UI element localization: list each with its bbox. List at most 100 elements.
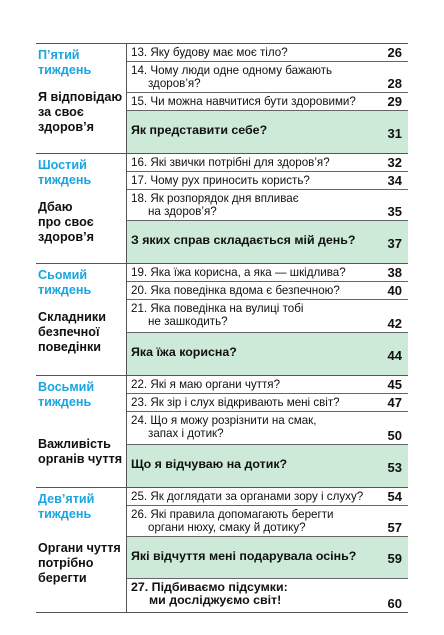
week-topic-line: Дбаю [38,200,73,214]
week-title-line: тиждень [38,283,92,297]
lesson-title-line: 23. Як зір і слух відкривають мені світ? [131,396,340,409]
week-topic-line: поведінки [38,340,102,354]
lesson-row[interactable]: 18. Як розпорядок дня впливає на здоров’я… [127,190,408,221]
lesson-title: 15. Чи можна навчитися бути здоровими? [131,95,372,108]
week-title: Сьомий тиждень [38,268,91,298]
lesson-row[interactable]: 27. Підбиваємо підсумки: ми досліджуємо с… [127,579,408,612]
page-number: 28 [387,76,402,91]
lesson-row[interactable]: 20. Яка поведінка вдома є безпечною? 40 [127,282,408,300]
lesson-title-line: 20. Яка поведінка вдома є безпечною? [131,284,340,297]
week-topic-line: Я відповідаю [38,90,123,104]
week-topic-line: безпечної [38,325,100,339]
lesson-title-line: 18. Як розпорядок дня впливає [131,192,299,205]
lesson-title: Як представити себе? [131,124,372,137]
lesson-title-line: 27. Підбиваємо підсумки: [131,580,288,594]
week-title: Шостий тиждень [38,158,91,188]
lesson-title: 23. Як зір і слух відкривають мені світ? [131,396,372,409]
week-topic: Дбаю про своє здоров’я [38,200,94,245]
lesson-title: 19. Яка їжа корисна, а яка — шкідлива? [131,266,372,279]
page-number: 57 [387,520,402,535]
lesson-title-line: запах і дотик? [148,427,224,440]
lesson-row[interactable]: 19. Яка їжа корисна, а яка — шкідлива? 38 [127,264,408,282]
page-number: 34 [387,173,402,188]
lesson-title-line: Яка їжа корисна? [131,345,237,359]
week-cell: Сьомий тиждень Складники безпечної поведінки [36,264,127,375]
week-title-line: тиждень [38,173,92,187]
lesson-list: 19. Яка їжа корисна, а яка — шкідлива? 38… [127,264,408,375]
lesson-row[interactable]: 17. Чому рух приносить користь? 34 [127,172,408,190]
summary-lesson-row[interactable]: З яких справ складається мій день? 37 [127,221,408,263]
lesson-title: 25. Як доглядати за органами зору і слух… [131,490,372,503]
summary-lesson-row[interactable]: Що я відчуваю на дотик? 53 [127,445,408,487]
lesson-title: З яких справ складається мій день? [131,234,372,247]
lesson-title-line: Що я відчуваю на дотик? [131,457,288,471]
week-topic-line: берегти [38,571,87,585]
week-topic: Я відповідаю за своє здоров’я [38,90,122,135]
lesson-title: Які відчуття мені подарувала осінь? [131,550,372,563]
summary-lesson-row[interactable]: Які відчуття мені подарувала осінь? 59 [127,537,408,579]
summary-lesson-row[interactable]: Яка їжа корисна? 44 [127,333,408,375]
page-number: 44 [387,348,402,363]
lesson-title-line: 25. Як доглядати за органами зору і слух… [131,490,364,503]
lesson-row[interactable]: 15. Чи можна навчитися бути здоровими? 29 [127,93,408,111]
page-number: 60 [387,596,402,611]
lesson-title-line: 13. Яку будову має моє тіло? [131,46,288,59]
week-title-line: тиждень [38,395,92,409]
week-title-line: тиждень [38,63,92,77]
week-block: Дев’ятий тиждень Органи чуття потрібно берег… [36,488,408,613]
week-block: Восьмий тиждень Важливість органів чуття 22.… [36,376,408,488]
lesson-title: 16. Які звички потрібні для здоров’я? [131,156,372,169]
lesson-title-line: здоров’я? [148,77,201,90]
week-title: П’ятий тиждень [38,48,91,78]
page-number: 54 [387,489,402,504]
week-title: Восьмий тиждень [38,380,94,410]
week-cell: Дев’ятий тиждень Органи чуття потрібно берег… [36,488,127,612]
page-number: 37 [387,236,402,251]
lesson-title-line: ми досліджуємо світ! [149,593,282,607]
week-block: Сьомий тиждень Складники безпечної поведінки… [36,264,408,376]
lesson-list: 25. Як доглядати за органами зору і слух… [127,488,408,612]
lesson-title: 24. Що я можу розрізнити на смак, запах і… [131,414,372,440]
week-block: П’ятий тиждень Я відповідаю за своє здоров’я… [36,43,408,154]
lesson-row[interactable]: 24. Що я можу розрізнити на смак, запах і… [127,412,408,445]
lesson-title: 20. Яка поведінка вдома є безпечною? [131,284,372,297]
week-topic-line: потрібно [38,556,94,570]
lesson-row[interactable]: 22. Які я маю органи чуття? 45 [127,376,408,394]
page-number: 38 [387,265,402,280]
lesson-title-line: 26. Які правила допомагають берегти [131,508,334,521]
lesson-row[interactable]: 23. Як зір і слух відкривають мені світ?… [127,394,408,412]
week-topic: Складники безпечної поведінки [38,310,106,355]
lesson-title-line: 15. Чи можна навчитися бути здоровими? [131,95,356,108]
lesson-title: 14. Чому люди одне одному бажають здоров’… [131,64,372,90]
page-number: 59 [387,551,402,566]
lesson-row[interactable]: 16. Які звички потрібні для здоров’я? 32 [127,154,408,172]
summary-lesson-row[interactable]: Як представити себе? 31 [127,111,408,153]
lesson-title-line: органи нюху, смаку й дотику? [148,521,306,534]
lesson-title-line: Які відчуття мені подарувала осінь? [131,549,357,563]
lesson-title-line: 21. Яка поведінка на вулиці тобі [131,302,304,315]
week-title: Дев’ятий тиждень [38,492,94,522]
lesson-title-line: З яких справ складається мій день? [131,233,356,247]
lesson-title-line: Як представити себе? [131,123,268,137]
lesson-title: 17. Чому рух приносить користь? [131,174,372,187]
lesson-title: 22. Які я маю органи чуття? [131,378,372,391]
week-cell: Шостий тиждень Дбаю про своє здоров’я [36,154,127,263]
week-title-line: П’ятий [38,48,80,62]
lesson-list: 16. Які звички потрібні для здоров’я? 32 1… [127,154,408,263]
page-number: 50 [387,428,402,443]
lesson-row[interactable]: 14. Чому люди одне одному бажають здоров’… [127,62,408,93]
lesson-row[interactable]: 21. Яка поведінка на вулиці тобі не зашко… [127,300,408,333]
lesson-row[interactable]: 13. Яку будову має моє тіло? 26 [127,44,408,62]
week-title-line: Дев’ятий [38,492,95,506]
lesson-title: 21. Яка поведінка на вулиці тобі не зашко… [131,302,372,328]
lesson-list: 13. Яку будову має моє тіло? 26 14. Чому л… [127,44,408,153]
lesson-title-line: 19. Яка їжа корисна, а яка — шкідлива? [131,266,346,279]
table-of-contents: П’ятий тиждень Я відповідаю за своє здоров’я… [36,43,408,613]
lesson-row[interactable]: 26. Які правила допомагають берегти орган… [127,506,408,537]
lesson-title-line: 22. Які я маю органи чуття? [131,378,281,391]
lesson-row[interactable]: 25. Як доглядати за органами зору і слух… [127,488,408,506]
week-topic-line: здоров’я [38,230,94,244]
lesson-title-line: 24. Що я можу розрізнити на смак, [131,414,317,427]
lesson-title-line: 14. Чому люди одне одному бажають [131,64,333,77]
week-title-line: Сьомий [38,268,88,282]
